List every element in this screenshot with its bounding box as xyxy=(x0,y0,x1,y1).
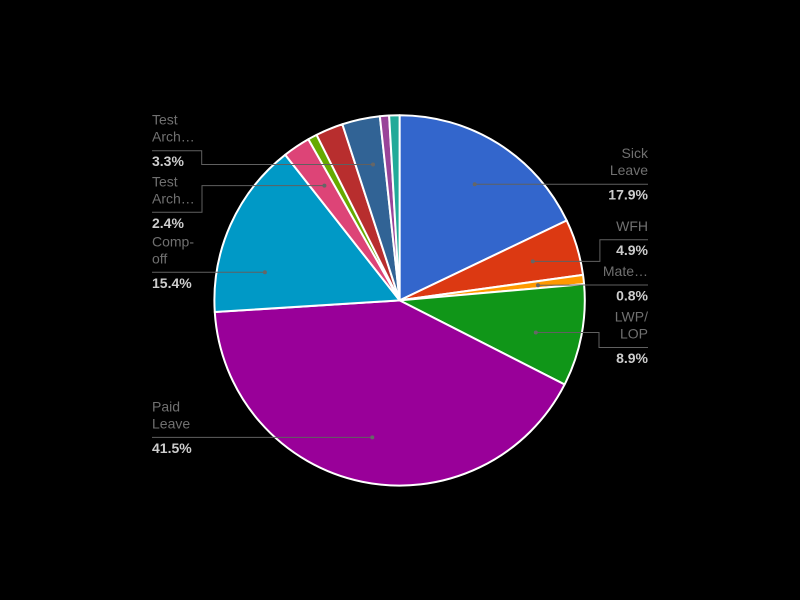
svg-text:3.3%: 3.3% xyxy=(152,153,184,169)
svg-text:Leave: Leave xyxy=(610,162,648,178)
svg-text:Sick: Sick xyxy=(622,145,649,161)
svg-text:WFH: WFH xyxy=(616,218,648,234)
svg-text:Leave: Leave xyxy=(152,415,190,431)
svg-text:Test: Test xyxy=(152,173,178,189)
svg-text:2.4%: 2.4% xyxy=(152,215,184,231)
svg-text:Arch…: Arch… xyxy=(152,190,195,206)
svg-text:Comp-: Comp- xyxy=(152,233,194,249)
svg-text:8.9%: 8.9% xyxy=(616,350,648,366)
svg-text:41.5%: 41.5% xyxy=(152,440,192,456)
svg-text:15.4%: 15.4% xyxy=(152,275,192,291)
svg-text:Paid: Paid xyxy=(152,398,180,414)
svg-text:LOP: LOP xyxy=(620,326,648,342)
svg-text:Mate…: Mate… xyxy=(603,263,648,279)
svg-text:Arch…: Arch… xyxy=(152,129,195,145)
svg-text:0.8%: 0.8% xyxy=(616,288,648,304)
svg-text:LWP/: LWP/ xyxy=(615,309,648,325)
svg-text:Test: Test xyxy=(152,112,178,128)
svg-text:17.9%: 17.9% xyxy=(608,187,648,203)
svg-text:off: off xyxy=(152,250,167,266)
svg-text:4.9%: 4.9% xyxy=(616,242,648,258)
